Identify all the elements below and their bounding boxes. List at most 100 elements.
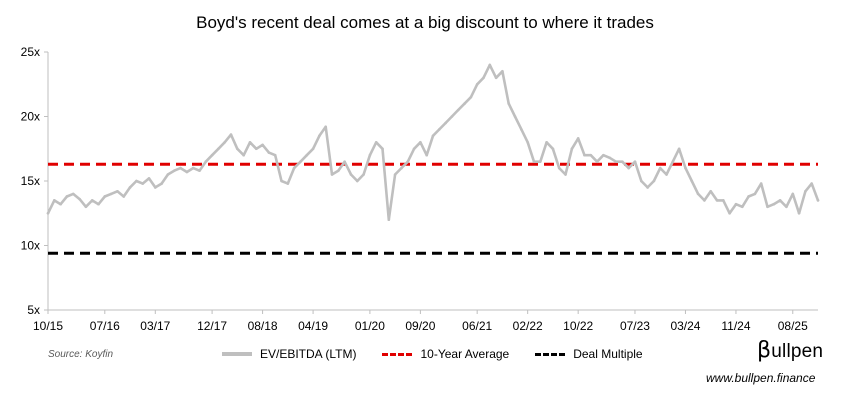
data-point xyxy=(583,153,586,157)
data-point xyxy=(488,63,492,67)
data-point xyxy=(374,141,378,144)
legend-item-ev-ebitda: EV/EBITDA (LTM) xyxy=(222,347,356,361)
data-point xyxy=(84,205,88,209)
data-point xyxy=(456,108,460,112)
x-tick-label: 07/23 xyxy=(620,319,650,333)
source-note: Source: Koyfin xyxy=(48,349,114,360)
data-point xyxy=(71,192,75,196)
data-point xyxy=(217,147,220,151)
legend-label-deal-multiple: Deal Multiple xyxy=(573,347,643,361)
data-point xyxy=(179,166,182,170)
data-point xyxy=(381,147,384,151)
data-point xyxy=(135,179,138,183)
data-point xyxy=(387,218,391,221)
data-point xyxy=(191,166,195,170)
data-point xyxy=(305,153,309,157)
data-point xyxy=(273,153,277,157)
x-tick-label: 08/25 xyxy=(778,319,808,333)
data-point xyxy=(343,160,346,163)
data-point xyxy=(703,199,706,202)
data-point xyxy=(236,147,239,151)
data-point xyxy=(406,160,410,163)
data-point xyxy=(722,199,725,202)
data-point xyxy=(639,179,643,183)
data-point xyxy=(715,199,719,202)
brand-logo: βullpen xyxy=(757,338,823,363)
data-point xyxy=(475,82,479,86)
x-tick-label: 03/24 xyxy=(670,319,700,333)
legend-swatch-10-year-average xyxy=(382,352,413,356)
data-point xyxy=(658,166,662,170)
data-point xyxy=(280,179,283,183)
data-point xyxy=(122,195,126,198)
data-point xyxy=(589,153,593,157)
data-point xyxy=(557,166,561,170)
data-point xyxy=(570,147,574,151)
data-point xyxy=(160,182,163,185)
x-tick-label: 04/19 xyxy=(298,319,328,333)
data-point xyxy=(526,141,529,144)
data-point xyxy=(229,133,233,136)
data-point xyxy=(646,186,649,189)
data-point xyxy=(671,160,675,163)
data-point xyxy=(772,202,776,206)
data-point xyxy=(172,169,176,172)
data-point xyxy=(759,182,763,185)
data-point xyxy=(242,153,245,157)
data-point xyxy=(450,115,454,118)
x-tick-label: 07/16 xyxy=(90,319,120,333)
x-tick-label: 12/17 xyxy=(197,319,227,333)
data-point xyxy=(734,202,738,206)
data-point xyxy=(349,173,353,176)
data-point xyxy=(116,190,119,193)
data-point xyxy=(633,160,637,163)
data-point xyxy=(778,199,782,202)
data-point xyxy=(627,166,630,170)
data-point xyxy=(696,192,700,196)
data-point xyxy=(400,166,403,170)
data-point xyxy=(804,190,807,193)
data-point xyxy=(109,192,113,196)
data-point xyxy=(286,182,290,185)
data-point xyxy=(494,76,498,80)
data-point xyxy=(816,199,820,202)
data-point xyxy=(166,173,170,176)
y-tick-label: 25x xyxy=(21,45,40,59)
data-point xyxy=(576,137,580,140)
data-point xyxy=(684,166,687,170)
data-point xyxy=(412,147,416,151)
x-tick-label: 03/17 xyxy=(140,319,170,333)
brand-url: www.bullpen.finance xyxy=(706,371,816,385)
data-point xyxy=(362,173,365,176)
data-point xyxy=(785,205,788,209)
chart-legend: EV/EBITDA (LTM) 10-Year Average Deal Mul… xyxy=(222,347,669,361)
data-point xyxy=(210,153,214,157)
data-point xyxy=(419,141,422,144)
data-point xyxy=(337,169,340,172)
data-point xyxy=(551,147,555,151)
data-point xyxy=(810,182,813,185)
data-point xyxy=(185,170,189,174)
x-tick-label: 11/24 xyxy=(721,319,750,333)
data-point xyxy=(766,205,769,209)
data-point xyxy=(141,182,144,185)
data-point xyxy=(393,173,397,176)
data-point xyxy=(292,166,296,170)
data-point xyxy=(90,199,94,202)
x-tick-label: 06/21 xyxy=(462,319,492,333)
data-point xyxy=(438,128,441,131)
data-point xyxy=(482,76,485,80)
data-point xyxy=(128,186,132,189)
data-point xyxy=(747,195,750,198)
data-point xyxy=(59,202,62,206)
series-layer xyxy=(46,63,820,221)
y-tick-label: 15x xyxy=(21,174,40,188)
data-point xyxy=(791,192,795,196)
data-point xyxy=(545,141,548,144)
reference-lines xyxy=(48,162,818,255)
data-point xyxy=(204,160,208,163)
data-point xyxy=(78,197,81,201)
data-point xyxy=(621,160,624,163)
